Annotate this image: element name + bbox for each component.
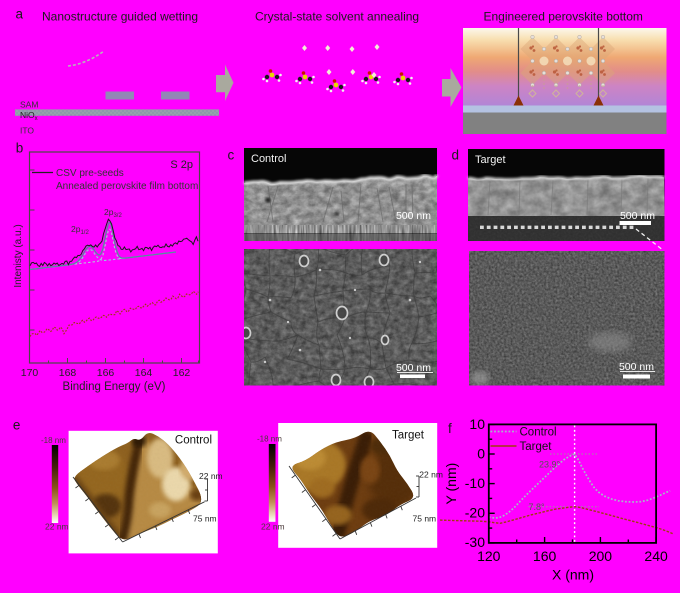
svg-text:a: a xyxy=(16,6,24,21)
svg-text:500 nm: 500 nm xyxy=(619,361,654,373)
svg-text:10: 10 xyxy=(469,416,485,432)
svg-text:Engineered perovskite bottom: Engineered perovskite bottom xyxy=(484,10,643,24)
svg-text:-18 nm: -18 nm xyxy=(257,435,282,444)
svg-text:Control: Control xyxy=(520,427,557,439)
svg-text:-30: -30 xyxy=(465,534,485,550)
svg-text:Nanostructure guided wetting: Nanostructure guided wetting xyxy=(42,10,198,24)
svg-text:Crystal-state solvent annealin: Crystal-state solvent annealing xyxy=(255,10,419,24)
svg-text:Control: Control xyxy=(175,435,212,447)
svg-text:Intenisty (a.u.): Intenisty (a.u.) xyxy=(13,224,24,287)
svg-text:c: c xyxy=(228,147,235,162)
svg-text:-20: -20 xyxy=(465,505,485,521)
svg-text:500 nm: 500 nm xyxy=(396,362,431,374)
svg-text:Annealed perovskite film botto: Annealed perovskite film bottom xyxy=(56,181,198,192)
svg-text:-18 nm: -18 nm xyxy=(41,436,66,445)
svg-text:164: 164 xyxy=(135,367,153,379)
svg-text:S 2p: S 2p xyxy=(170,159,193,171)
svg-text:Y (nm): Y (nm) xyxy=(443,463,459,505)
svg-text:Target: Target xyxy=(392,430,425,442)
svg-text:7.8°: 7.8° xyxy=(529,502,546,512)
svg-text:200: 200 xyxy=(589,548,613,564)
svg-text:162: 162 xyxy=(173,367,191,379)
svg-text:500 nm: 500 nm xyxy=(620,210,655,222)
svg-text:75 nm: 75 nm xyxy=(413,514,437,524)
svg-text:22 nm: 22 nm xyxy=(199,471,223,481)
svg-text:500 nm: 500 nm xyxy=(396,210,431,222)
svg-text:Target: Target xyxy=(475,154,506,166)
svg-text:SAM: SAM xyxy=(20,100,38,110)
svg-text:e: e xyxy=(13,418,21,433)
svg-text:75 nm: 75 nm xyxy=(193,514,217,524)
svg-text:Target: Target xyxy=(520,441,553,453)
svg-text:22 nm: 22 nm xyxy=(419,470,443,480)
svg-text:X (nm): X (nm) xyxy=(552,567,594,583)
svg-text:0: 0 xyxy=(477,446,485,462)
svg-text:120: 120 xyxy=(477,548,501,564)
svg-text:CSV pre-seeds: CSV pre-seeds xyxy=(56,168,124,179)
svg-text:Control: Control xyxy=(251,153,286,165)
svg-text:240: 240 xyxy=(644,548,668,564)
svg-text:166: 166 xyxy=(97,367,115,379)
svg-text:NiOx: NiOx xyxy=(20,110,38,122)
svg-text:168: 168 xyxy=(59,367,77,379)
svg-text:b: b xyxy=(16,140,24,155)
svg-text:ITO: ITO xyxy=(20,126,34,136)
svg-text:-10: -10 xyxy=(465,475,485,491)
svg-text:d: d xyxy=(452,147,460,162)
svg-text:22 nm: 22 nm xyxy=(45,522,69,532)
svg-text:160: 160 xyxy=(533,548,557,564)
svg-text:23.9°: 23.9° xyxy=(539,460,561,470)
svg-text:170: 170 xyxy=(21,367,39,379)
svg-text:f: f xyxy=(448,421,452,436)
svg-text:Binding Energy (eV): Binding Energy (eV) xyxy=(63,381,166,393)
svg-text:22 nm: 22 nm xyxy=(261,522,285,532)
